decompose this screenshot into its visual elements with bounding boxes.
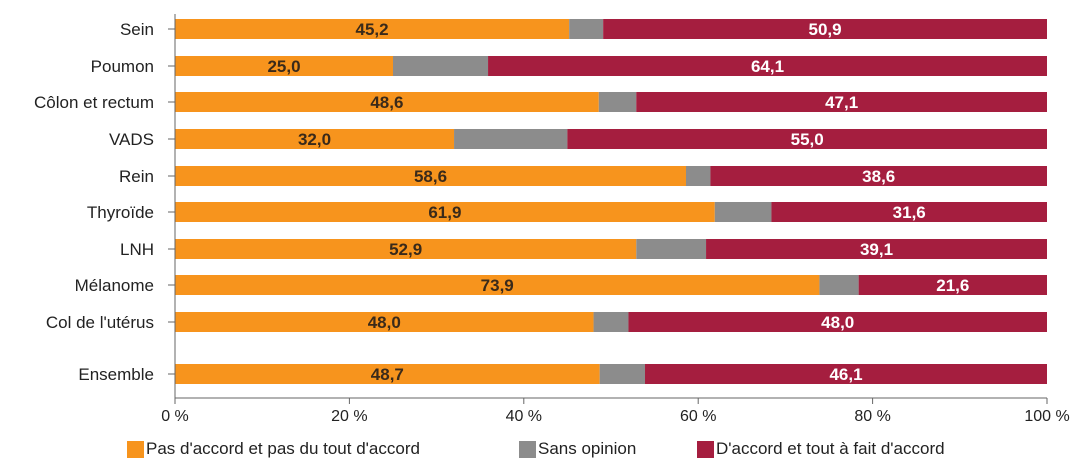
bar-segment (175, 129, 455, 149)
axes: 0 % 20 % 40 % 60 % 80 % 100 % (161, 14, 1070, 425)
legend-swatch (127, 441, 144, 458)
bar-segment (175, 364, 600, 384)
data-label: 25,0 (267, 57, 300, 76)
category-label: Rein (119, 167, 154, 186)
data-label: 61,9 (428, 203, 461, 222)
category-label: Ensemble (78, 365, 154, 384)
bar-segment (706, 239, 1047, 259)
bar-segment (685, 166, 711, 186)
legend-label: D'accord et tout à fait d'accord (716, 439, 945, 458)
legend-label: Sans opinion (538, 439, 636, 458)
category-label: VADS (109, 130, 154, 149)
bar-segment (175, 166, 686, 186)
bar-segment (569, 19, 604, 39)
bar-segment (636, 92, 1047, 112)
bar-segment (393, 56, 489, 76)
data-label: 45,2 (356, 20, 389, 39)
bar-segment (567, 129, 1047, 149)
data-label: 21,6 (936, 276, 969, 295)
category-label: Côlon et rectum (34, 93, 154, 112)
bar-segment (714, 202, 772, 222)
bar-segment (175, 92, 599, 112)
bar-segment (645, 364, 1047, 384)
legend-label: Pas d'accord et pas du tout d'accord (146, 439, 420, 458)
category-label: LNH (120, 240, 154, 259)
x-tick-label: 0 % (161, 408, 189, 425)
data-label: 52,9 (389, 240, 422, 259)
bars (175, 19, 1048, 384)
x-tick-label: 60 % (680, 408, 716, 425)
category-label: Mélanome (75, 276, 154, 295)
bar-segment (454, 129, 568, 149)
bar-segment (175, 275, 820, 295)
data-label: 48,7 (371, 365, 404, 384)
category-label: Thyroïde (87, 203, 154, 222)
bar-segment (175, 56, 393, 76)
data-label: 58,6 (414, 167, 447, 186)
data-label: 48,0 (368, 313, 401, 332)
bar-segment (488, 56, 1048, 76)
bar-segment (858, 275, 1047, 295)
legend-swatch (519, 441, 536, 458)
bar-segment (636, 239, 707, 259)
bar-segment (175, 19, 570, 39)
data-label: 46,1 (829, 365, 862, 384)
category-label: Poumon (91, 57, 154, 76)
bar-segment (603, 19, 1047, 39)
bar-segment (598, 92, 637, 112)
data-label: 39,1 (860, 240, 893, 259)
bar-segment (710, 166, 1047, 186)
data-label: 64,1 (751, 57, 784, 76)
category-label: Col de l'utérus (46, 313, 154, 332)
x-tick-label: 100 % (1024, 408, 1069, 425)
x-tick-label: 40 % (506, 408, 542, 425)
bar-segment (175, 239, 637, 259)
legend: Pas d'accord et pas du tout d'accord Sans… (127, 439, 945, 458)
data-label: 38,6 (862, 167, 895, 186)
x-tick-label: 20 % (331, 408, 367, 425)
x-tick-label: 80 % (854, 408, 890, 425)
bar-segment (175, 202, 715, 222)
bar-segment (599, 364, 646, 384)
data-label: 32,0 (298, 130, 331, 149)
category-label: Sein (120, 20, 154, 39)
bar-segment (771, 202, 1047, 222)
data-label: 48,0 (821, 313, 854, 332)
category-labels: Sein Poumon Côlon et rectum VADS Rein Thyroïd… (34, 20, 154, 384)
bar-segment (175, 312, 594, 332)
data-label: 55,0 (791, 130, 824, 149)
data-label: 73,9 (481, 276, 514, 295)
bar-segment (593, 312, 629, 332)
data-label: 50,9 (809, 20, 842, 39)
bar-segment (819, 275, 859, 295)
legend-swatch (697, 441, 714, 458)
bar-segment (628, 312, 1047, 332)
data-label: 31,6 (893, 203, 926, 222)
data-label: 47,1 (825, 93, 858, 112)
data-label: 48,6 (370, 93, 403, 112)
value-labels: 45,2 50,9 25,0 64,1 48,6 47,1 32,0 55,0 58,6 38,6… (267, 20, 969, 384)
